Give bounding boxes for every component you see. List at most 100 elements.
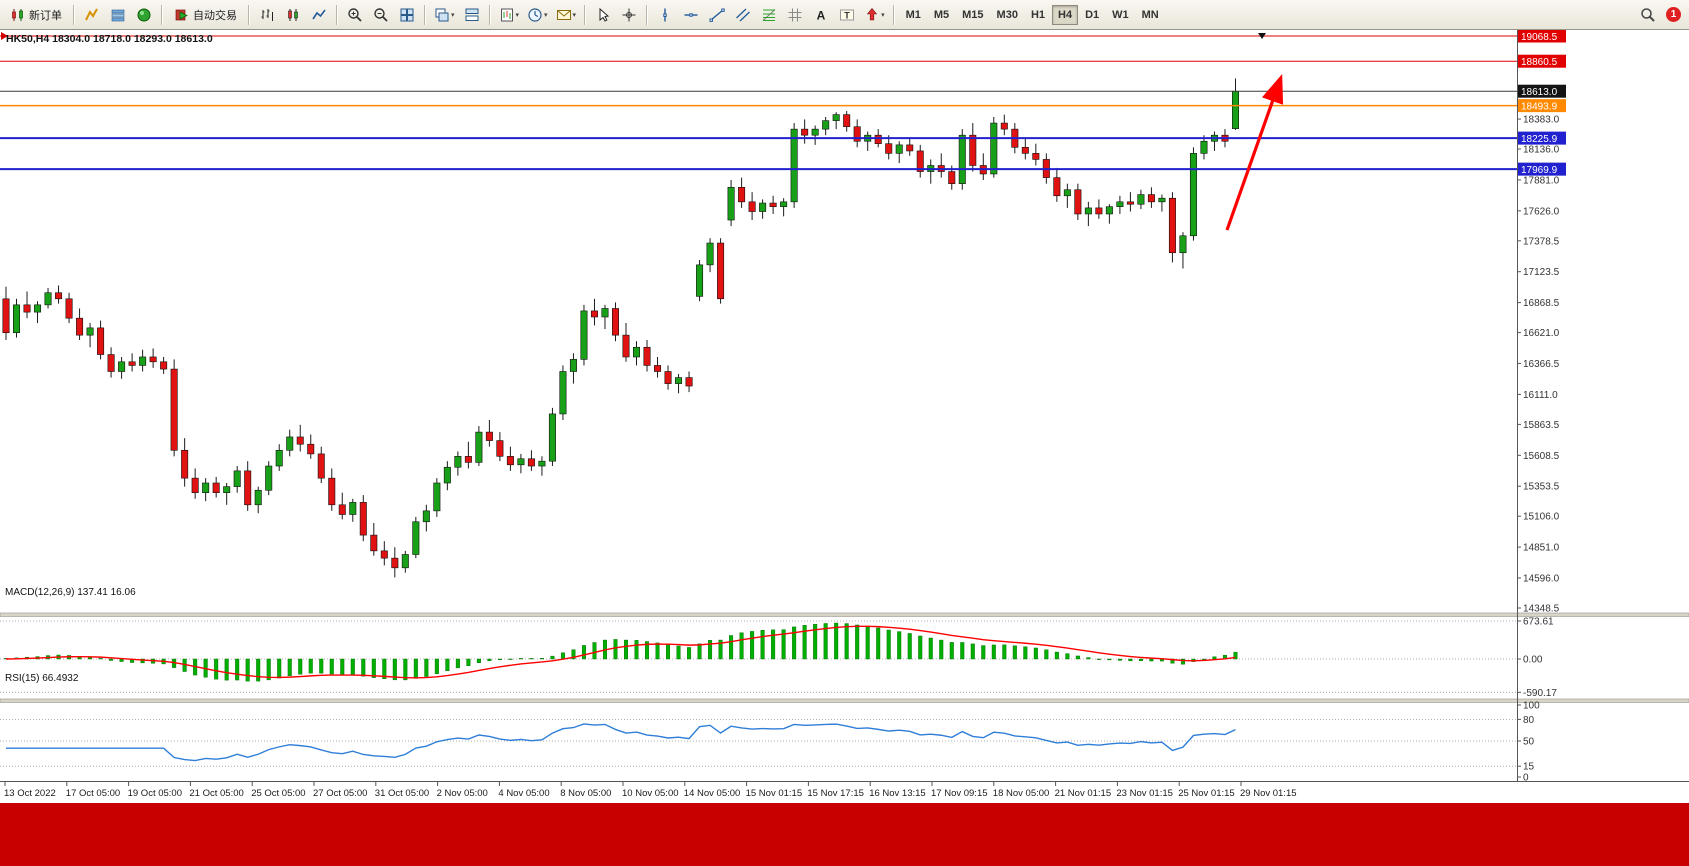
- horizontal-line-tool-button[interactable]: [679, 4, 703, 26]
- zoom-out-button[interactable]: [369, 4, 393, 26]
- hline-icon: [683, 7, 699, 23]
- arrows-tool-button[interactable]: ▾: [861, 4, 888, 26]
- trendline-icon: [709, 7, 725, 23]
- timeframe-d1[interactable]: D1: [1079, 5, 1105, 25]
- bar-marker-icon[interactable]: [1258, 33, 1266, 39]
- cursor-tool-button[interactable]: [591, 4, 615, 26]
- rsi-scale-label: 100: [1523, 701, 1540, 712]
- price-tick-label: 17378.5: [1523, 236, 1560, 247]
- price-label-box: [1518, 131, 1566, 145]
- trend-arrow[interactable]: [1225, 73, 1284, 231]
- zoom-in-button[interactable]: [343, 4, 367, 26]
- price-tick-label: 15106.0: [1523, 512, 1560, 523]
- timeframe-h4[interactable]: H4: [1052, 4, 1079, 25]
- time-axis-label: 14 Nov 05:00: [684, 788, 741, 799]
- new-order-button[interactable]: 新订单: [4, 4, 68, 26]
- chart-canvas[interactable]: 19068.5 18860.5 18613.0 18493.9 18225.9 17969…: [0, 29, 1689, 803]
- line-chart-button[interactable]: [307, 4, 331, 26]
- timeframe-mn[interactable]: MN: [1136, 5, 1165, 25]
- price-tick-label: 14348.5: [1523, 603, 1560, 614]
- timeframe-m5[interactable]: M5: [928, 5, 955, 25]
- text-tool-button[interactable]: A: [809, 4, 833, 26]
- toolbar-separator: [161, 4, 163, 25]
- svg-text:A: A: [817, 8, 826, 22]
- channel-tool-button[interactable]: [731, 4, 755, 26]
- period-clock-button[interactable]: ▾: [524, 4, 551, 26]
- mail-button[interactable]: ▾: [553, 4, 580, 26]
- new-chart-button[interactable]: ▾: [496, 4, 523, 26]
- search-icon: [1640, 7, 1656, 23]
- time-axis-label: 8 Nov 05:00: [560, 788, 611, 799]
- price-tick-label: 16366.5: [1523, 359, 1560, 370]
- price-tick-label: 15353.5: [1523, 482, 1560, 493]
- toolbar-separator: [73, 4, 75, 25]
- svg-text:T: T: [844, 10, 850, 20]
- label-tool-button[interactable]: T: [835, 4, 859, 26]
- auto-trading-button-label: 自动交易: [193, 9, 237, 22]
- fibonacci-tool-button[interactable]: [757, 4, 781, 26]
- cursor-icon: [595, 7, 611, 23]
- price-label-text: 18225.9: [1521, 134, 1558, 145]
- clock-icon: [527, 7, 543, 23]
- price-label-box: [1518, 54, 1566, 68]
- market-watch-button[interactable]: [80, 4, 104, 26]
- chart-candles-icon: [285, 7, 301, 23]
- price-axis[interactable]: 18383.0 18136.0 17881.0 17626.0 17378.5 17123…: [1517, 115, 1560, 615]
- time-axis-label: 10 Nov 05:00: [622, 788, 679, 799]
- timeframe-w1[interactable]: W1: [1106, 5, 1135, 25]
- auto-trading-button[interactable]: 自动交易: [168, 4, 243, 26]
- crosshair-tool-button[interactable]: [617, 4, 641, 26]
- arrange-windows-button[interactable]: [460, 4, 484, 26]
- rsi-panel: 100 80 50 150: [0, 701, 1540, 784]
- time-axis-label: 25 Nov 01:15: [1178, 788, 1235, 799]
- navigator-icon: [136, 7, 152, 23]
- price-label-text: 17969.9: [1521, 165, 1558, 176]
- geometry-tool-button[interactable]: [783, 4, 807, 26]
- trendline-tool-button[interactable]: [705, 4, 729, 26]
- price-label-text: 18493.9: [1521, 101, 1558, 112]
- timeframe-h1[interactable]: H1: [1025, 5, 1051, 25]
- toolbar: 新订单 自动交易 ▾ ▾ ▾ ▾ A T ▾ M1 M5 M15 M30 H1 H4 D1 W1 MN 1: [0, 0, 1689, 30]
- macd-panel-splitter[interactable]: [0, 612, 1689, 617]
- macd-panel: 673.61 0.00 -590.17: [0, 617, 1557, 699]
- time-axis-label: 13 Oct 2022: [4, 788, 56, 799]
- caret-down-icon: ▾: [451, 11, 455, 19]
- toolbar-separator: [424, 4, 426, 25]
- navigator-button[interactable]: [132, 4, 156, 26]
- mail-icon: [556, 7, 572, 23]
- toolbar-separator: [248, 4, 250, 25]
- rsi-scale-label: 80: [1523, 715, 1535, 726]
- cascade-windows-button[interactable]: ▾: [431, 4, 458, 26]
- bottom-red-bar: [0, 803, 1689, 866]
- caret-down-icon: ▾: [515, 11, 520, 19]
- data-window-button[interactable]: [106, 4, 130, 26]
- toolbar-search-button[interactable]: [1636, 4, 1660, 26]
- toolbar-groups: 新订单 自动交易 ▾ ▾ ▾ ▾ A T ▾: [4, 4, 888, 26]
- fibonacci-icon: [761, 7, 777, 23]
- time-axis-label: 25 Oct 05:00: [251, 788, 305, 799]
- crosshair-icon: [621, 7, 637, 23]
- rsi-panel-splitter[interactable]: [0, 698, 1689, 703]
- vertical-line-tool-button[interactable]: [653, 4, 677, 26]
- toolbar-separator: [646, 4, 649, 25]
- timeframe-m30[interactable]: M30: [991, 5, 1024, 25]
- zoom-out-icon: [373, 7, 389, 23]
- vline-icon: [657, 7, 673, 23]
- notification-badge[interactable]: 1: [1666, 7, 1681, 22]
- tile-windows-icon: [399, 7, 415, 23]
- price-tick-label: 16621.0: [1523, 328, 1560, 339]
- toolbar-right: 1: [1636, 4, 1685, 26]
- candlestick-chart-button[interactable]: [281, 4, 305, 26]
- toolbar-separator: [892, 4, 895, 25]
- line-handle-icon[interactable]: [1, 32, 8, 40]
- bar-chart-button[interactable]: [255, 4, 279, 26]
- channel-icon: [735, 7, 751, 23]
- tile-windows-button[interactable]: [395, 4, 419, 26]
- price-tick-label: 16868.5: [1523, 298, 1560, 309]
- timeframe-m15[interactable]: M15: [956, 5, 989, 25]
- timeframe-m1[interactable]: M1: [900, 5, 927, 25]
- toolbar-separator: [584, 4, 587, 25]
- time-axis[interactable]: 13 Oct 2022 17 Oct 05:00 19 Oct 05:00 21 Oc…: [4, 781, 1297, 799]
- price-tick-label: 18383.0: [1523, 115, 1560, 126]
